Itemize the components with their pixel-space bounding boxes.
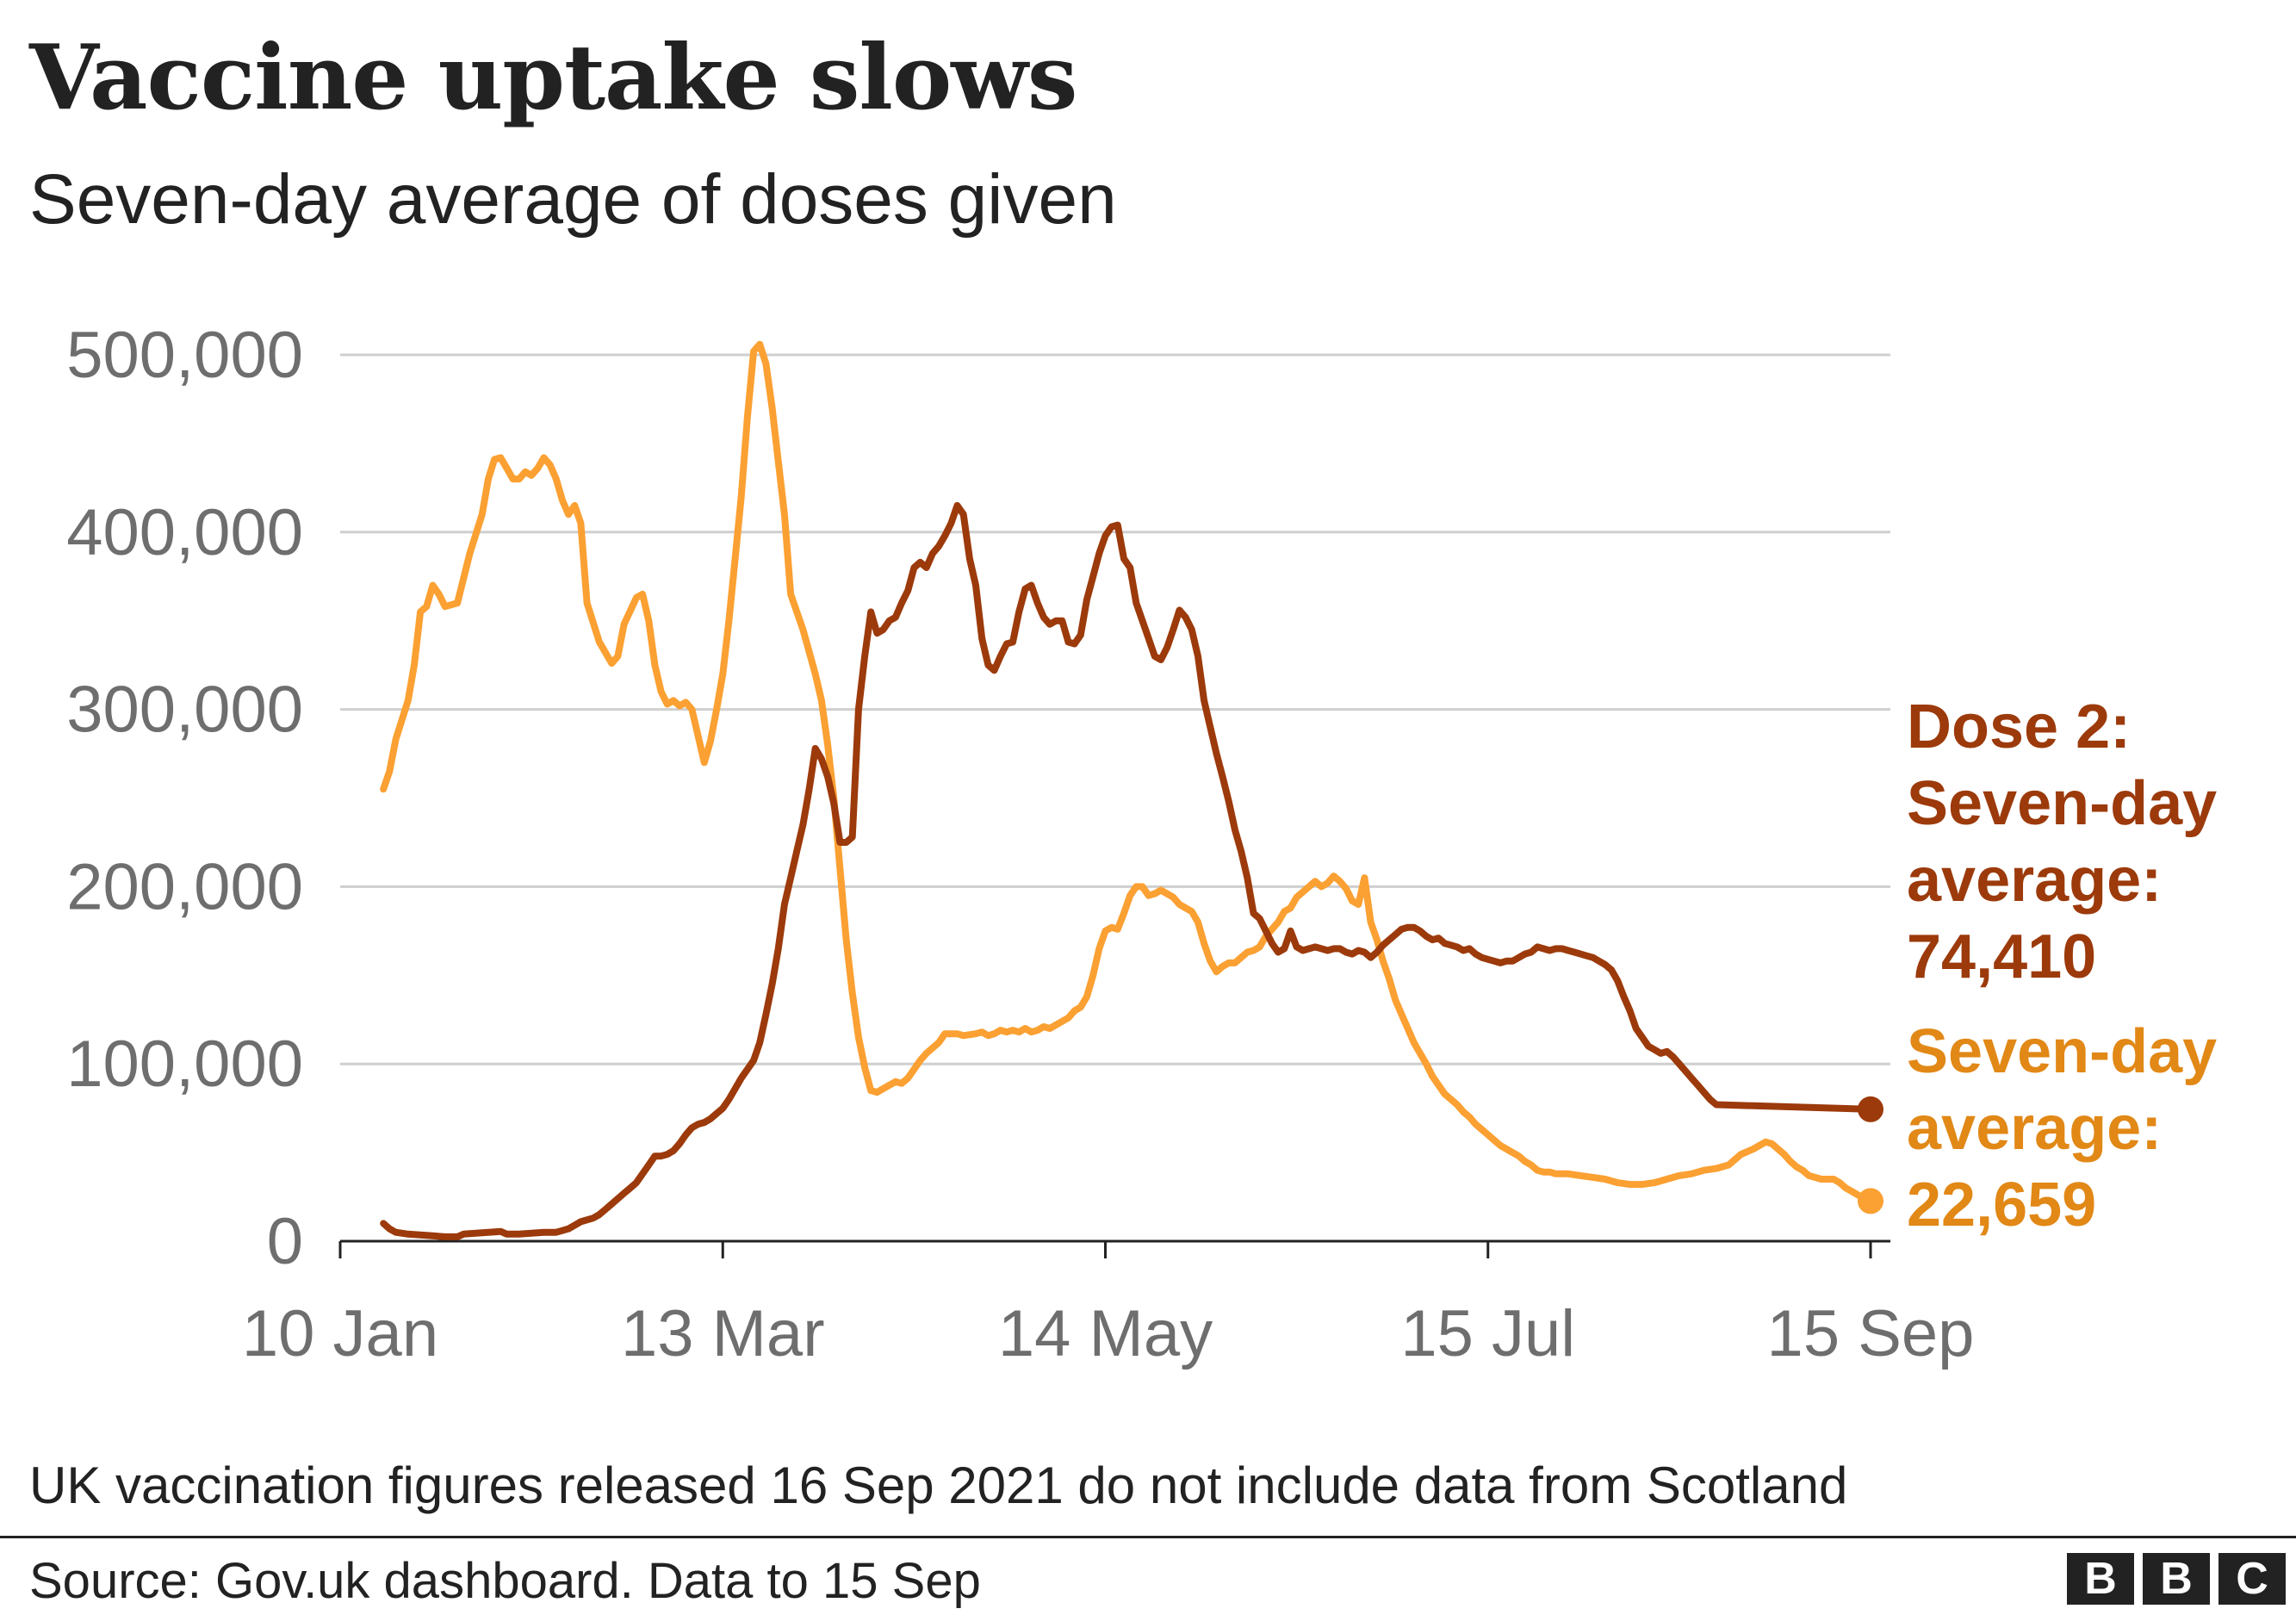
dose-2-end-label-line-0: Dose 2: — [1907, 693, 2131, 761]
dose-1-end-marker — [1858, 1188, 1883, 1214]
y-tick-label-5: 500,000 — [66, 319, 303, 392]
footnote: UK vaccination figures released 16 Sep 2… — [29, 1457, 1848, 1514]
x-tick-label-0: 10 Jan — [242, 1297, 438, 1370]
dose-2-end-label-line-2: average: — [1907, 846, 2162, 915]
dose-1-end-label-line-2: 22,659 — [1907, 1171, 2096, 1239]
dose-1-end-label-line-1: average: — [1907, 1094, 2162, 1163]
end-labels: Dose 2: Seven-day average: 74,410 Seven-day a… — [1907, 693, 2217, 1239]
bbc-logo-letter-b2: B — [2143, 1553, 2210, 1605]
source-text: Source: Gov.uk dashboard. Data to 15 Sep — [29, 1553, 981, 1609]
y-tick-label-4: 400,000 — [66, 496, 303, 569]
x-axis-tick-labels: 10 Jan 13 Mar 14 May 15 Jul 15 Sep — [242, 1297, 1975, 1370]
dose-2-end-label-line-1: Seven-day — [1907, 769, 2217, 838]
y-tick-label-2: 200,000 — [66, 850, 303, 923]
bbc-logo-letter-b1: B — [2067, 1553, 2134, 1605]
chart-subtitle: Seven-day average of doses given — [29, 160, 1117, 239]
x-axis — [338, 1239, 1890, 1258]
y-tick-label-3: 300,000 — [66, 674, 303, 747]
dose-1-end-label: Seven-day average: 22,659 — [1907, 1017, 2217, 1239]
dose-2-end-label: Dose 2: Seven-day average: 74,410 — [1907, 693, 2217, 991]
chart-title: Vaccine uptake slows — [29, 24, 1077, 130]
gridlines — [340, 353, 1890, 1065]
y-tick-label-0: 0 — [267, 1205, 303, 1278]
x-tick-label-2: 14 May — [998, 1297, 1213, 1370]
series-lines — [380, 340, 1883, 1240]
footer-divider — [0, 1536, 2296, 1538]
x-tick-label-1: 13 Mar — [621, 1297, 825, 1370]
dose-2-line — [380, 501, 1874, 1240]
dose-1-line — [380, 340, 1874, 1205]
x-tick-label-3: 15 Jul — [1400, 1297, 1575, 1370]
dose-2-end-marker — [1858, 1096, 1883, 1122]
bbc-logo-letter-c: C — [2218, 1553, 2286, 1605]
dose-2-end-label-line-3: 74,410 — [1907, 922, 2096, 991]
y-axis-tick-labels: 0 100,000 200,000 300,000 400,000 500,000 — [66, 319, 303, 1278]
bbc-logo: B B C — [2067, 1553, 2286, 1605]
x-tick-label-4: 15 Sep — [1767, 1297, 1975, 1370]
dose-1-end-label-line-0: Seven-day — [1907, 1017, 2217, 1086]
y-tick-label-1: 100,000 — [66, 1028, 303, 1101]
line-chart: 0 100,000 200,000 300,000 400,000 500,000 10 … — [66, 319, 2217, 1370]
